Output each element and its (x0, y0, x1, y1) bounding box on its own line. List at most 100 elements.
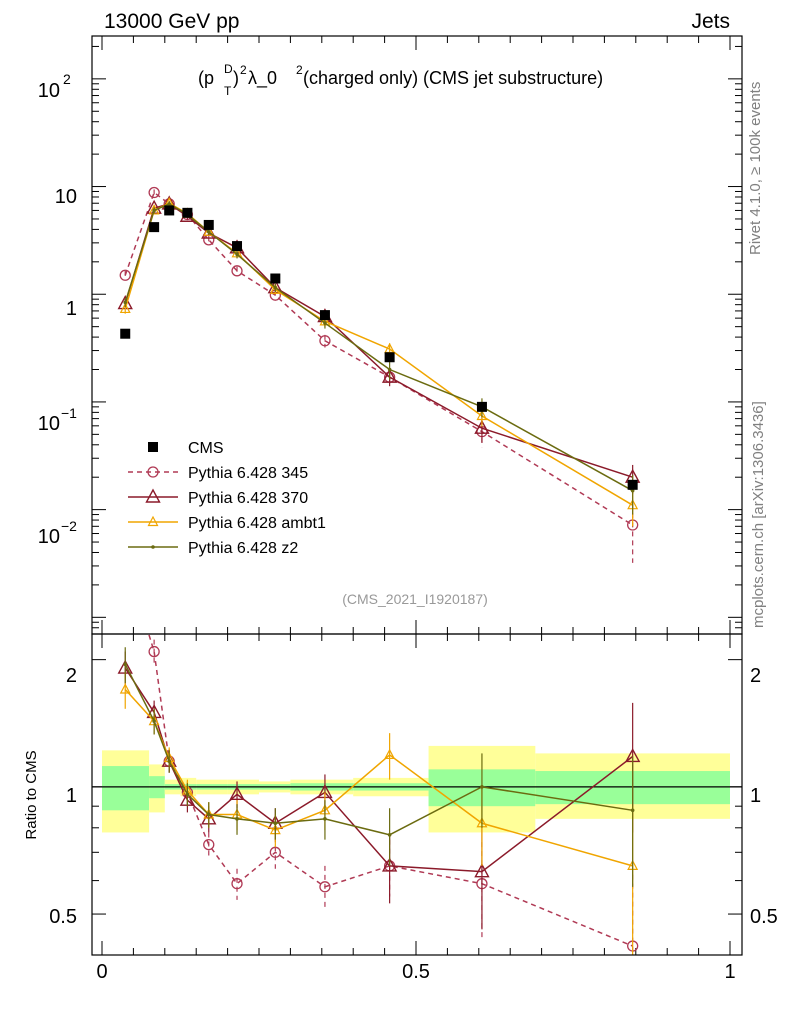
ratio-series-z2 (123, 647, 635, 887)
point-z2 (273, 285, 278, 290)
y-tick-label-0.1-exp: −1 (61, 405, 77, 421)
ratio-point-345 (148, 645, 160, 658)
main-content (117, 186, 641, 563)
title-sq2: 2 (296, 63, 303, 77)
legend-label-z2: Pythia 6.428 z2 (188, 540, 298, 557)
ratio-point-z2 (480, 785, 484, 789)
y-tick-label-100-exp: 2 (63, 71, 71, 87)
title-sup-d: D (224, 62, 233, 76)
ratio-point-370 (229, 785, 245, 801)
header-left: 13000 GeV pp (104, 10, 239, 33)
point-ambt1 (476, 409, 488, 421)
point-cms (182, 207, 193, 218)
main-axis-ticks (92, 36, 742, 635)
point-cms (149, 222, 160, 233)
point-345 (148, 186, 160, 199)
ratio-tick-label-0.5-left: 0.5 (49, 906, 77, 928)
legend-marker-z2 (151, 545, 155, 549)
point-cms (627, 479, 638, 490)
title-sub-t: T (224, 84, 232, 98)
ratio-tick-label-2-right: 2 (750, 665, 761, 687)
point-z2 (235, 252, 239, 257)
y-tick-label-1: 1 (66, 298, 77, 320)
point-cms (232, 241, 243, 252)
legend-label-ambt1: Pythia 6.428 ambt1 (188, 515, 326, 532)
point-z2 (206, 230, 211, 234)
ratio-point-345 (231, 878, 243, 890)
x-tick-label-1: 1 (724, 961, 735, 983)
ratio-tick-label-2-left: 2 (66, 665, 77, 687)
ratio-band-inner (102, 766, 150, 811)
ratio-point-345 (203, 838, 215, 851)
ratio-point-z2 (206, 812, 211, 817)
title-p: (p (198, 68, 214, 88)
analysis-tag: (CMS_2021_I1920187) (342, 591, 488, 607)
point-z2 (323, 321, 327, 325)
ratio-point-345 (269, 846, 281, 858)
ratio-point-370 (381, 857, 398, 872)
ratio-point-z2 (273, 821, 278, 826)
x-tick-label-0.5: 0.5 (402, 961, 430, 983)
point-345 (231, 265, 243, 277)
point-z2 (123, 300, 128, 305)
rivet-side-text: Rivet 4.1.0, ≥ 100k events (747, 82, 764, 255)
ratio-point-z2 (185, 792, 190, 797)
ratio-point-z2 (387, 833, 392, 837)
series-cms (120, 205, 638, 490)
point-cms (164, 205, 175, 216)
ratio-point-ambt1 (384, 748, 396, 760)
legend-label-cms: CMS (188, 440, 224, 457)
point-cms (203, 219, 214, 230)
point-cms (476, 401, 487, 412)
y-tick-label-0.01: 10 (38, 526, 60, 548)
point-z2 (387, 367, 392, 372)
legend-marker-cms (148, 442, 158, 452)
y-tick-label-10: 10 (55, 186, 77, 208)
legend-markers (128, 442, 178, 549)
ratio-content (92, 634, 742, 955)
point-345 (119, 269, 131, 281)
chart-title: (p D T ) 2 λ_0 2 (charged only) (CMS jet… (198, 62, 603, 98)
legend-marker-345 (147, 466, 159, 478)
point-cms (270, 273, 281, 284)
point-cms (319, 310, 330, 321)
point-z2 (152, 208, 156, 213)
ratio-point-z2 (167, 759, 171, 764)
y-tick-label-100: 10 (38, 80, 60, 102)
point-ambt1 (203, 225, 215, 236)
point-370 (381, 368, 398, 383)
point-370 (474, 419, 490, 434)
legend-label-345: Pythia 6.428 345 (188, 465, 308, 482)
ratio-tick-label-0.5-right: 0.5 (750, 906, 778, 928)
point-cms (384, 352, 395, 363)
series-line-370 (124, 203, 633, 478)
point-z2 (167, 202, 171, 206)
main-panel: 10 2 10 1 10 −1 10 −2 (p D T ) 2 λ_0 2 (… (38, 35, 743, 635)
ratio-tick-label-1-left: 1 (66, 785, 77, 807)
series-line-ambt1 (124, 202, 634, 506)
point-345 (319, 335, 331, 347)
y-tick-label-0.01-exp: −2 (61, 518, 77, 534)
ratio-point-z2 (152, 719, 156, 724)
title-rest: (charged only) (CMS jet substructure) (303, 68, 603, 88)
legend: CMS Pythia 6.428 345 Pythia 6.428 370 Py… (128, 440, 326, 557)
ratio-point-345 (319, 881, 331, 893)
legend-marker-370 (145, 488, 161, 503)
mcplots-side-text: mcplots.cern.ch [arXiv:1306.3436] (750, 401, 767, 628)
ratio-line-345 (147, 634, 633, 947)
title-lambda: λ_0 (248, 68, 277, 89)
ratio-point-z2 (235, 817, 239, 821)
y-tick-label-0.1: 10 (38, 413, 60, 435)
ratio-point-z2 (123, 662, 128, 667)
ratio-ylabel: Ratio to CMS (23, 750, 40, 839)
ratio-panel: Ratio to CMS 2 1 0.5 2 1 0.5 0 0.5 1 (23, 633, 778, 983)
header-right: Jets (691, 10, 730, 33)
y-tick-labels: 10 2 10 1 10 −1 10 −2 (38, 71, 77, 548)
ratio-point-z2 (630, 808, 635, 813)
ratio-point-ambt1 (119, 683, 131, 694)
ratio-tick-label-1-right: 1 (750, 785, 761, 807)
point-ambt1 (119, 302, 131, 314)
legend-marker-ambt1 (147, 515, 159, 527)
title-sq1: 2 (240, 63, 247, 77)
